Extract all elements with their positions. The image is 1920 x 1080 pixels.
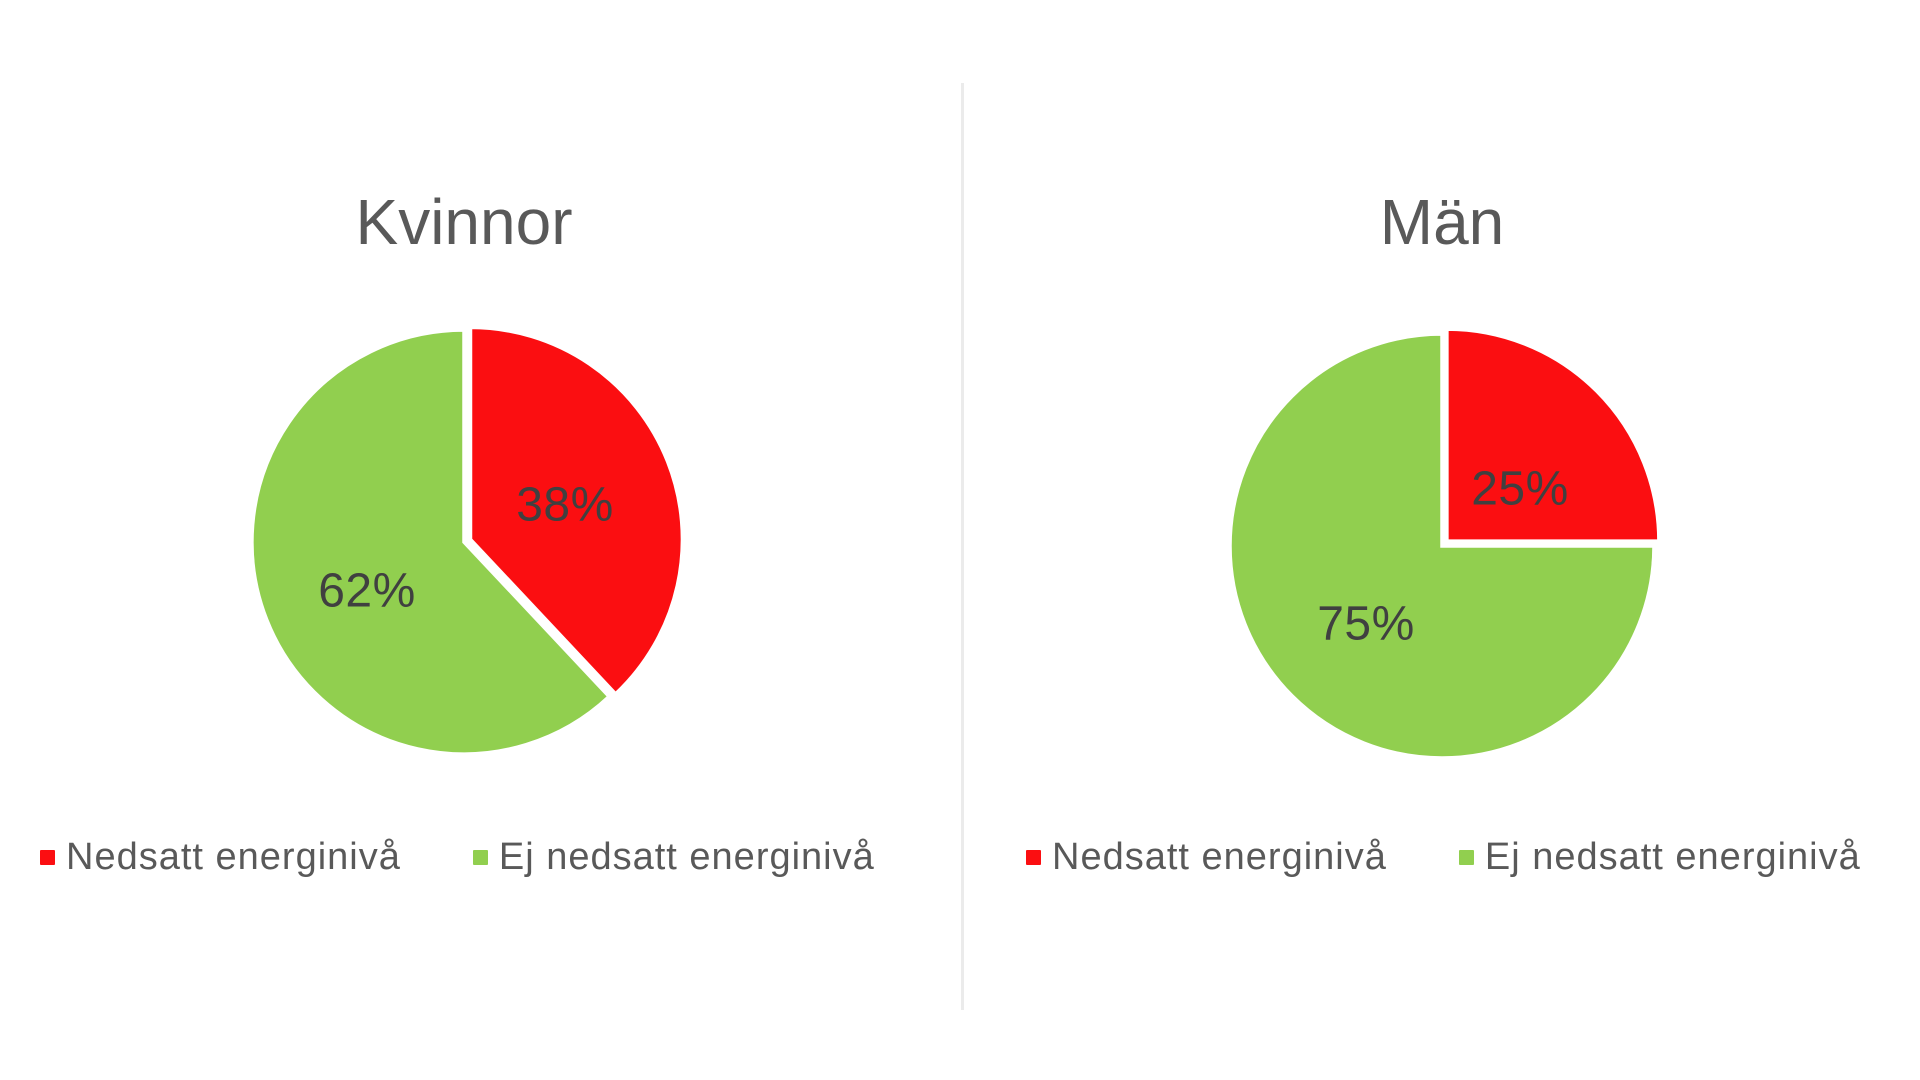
legend-swatch-red bbox=[40, 849, 55, 865]
legend-swatch-red bbox=[1026, 849, 1041, 865]
legend-label-ej-nedsatt: Ej nedsatt energinivå bbox=[498, 835, 875, 878]
legend-item-nedsatt: Nedsatt energinivå bbox=[40, 835, 401, 879]
legend-man: Nedsatt energinivå Ej nedsatt energinivå bbox=[1026, 835, 1861, 879]
legend-item-nedsatt: Nedsatt energinivå bbox=[1026, 835, 1387, 879]
legend-swatch-green bbox=[472, 849, 488, 865]
legend-item-ej-nedsatt: Ej nedsatt energinivå bbox=[472, 835, 875, 879]
chart-title-man: Män bbox=[1379, 186, 1505, 258]
pie-chart-man bbox=[1228, 327, 1661, 760]
slice-label-ej-nedsatt: 62% bbox=[318, 564, 416, 618]
legend-swatch-green bbox=[1458, 849, 1474, 865]
legend-kvinnor: Nedsatt energinivå Ej nedsatt energinivå bbox=[40, 835, 875, 879]
chart-panel-man: Män 25% 75% Nedsatt energinivå Ej nedsat… bbox=[962, 0, 1920, 1080]
legend-item-ej-nedsatt: Ej nedsatt energinivå bbox=[1458, 835, 1861, 879]
legend-label-ej-nedsatt: Ej nedsatt energinivå bbox=[1484, 835, 1861, 878]
slice-label-nedsatt: 25% bbox=[1471, 462, 1569, 516]
slice-label-nedsatt: 38% bbox=[516, 478, 614, 532]
pie-chart-kvinnor bbox=[250, 325, 685, 756]
chart-title-kvinnor: Kvinnor bbox=[355, 186, 573, 258]
slice-label-ej-nedsatt: 75% bbox=[1317, 597, 1415, 651]
chart-panel-kvinnor: Kvinnor 38% 62% Nedsatt energinivå Ej ne… bbox=[40, 186, 875, 879]
legend-label-nedsatt: Nedsatt energinivå bbox=[1052, 835, 1387, 878]
legend-label-nedsatt: Nedsatt energinivå bbox=[66, 835, 401, 878]
panel-divider bbox=[961, 83, 964, 1010]
